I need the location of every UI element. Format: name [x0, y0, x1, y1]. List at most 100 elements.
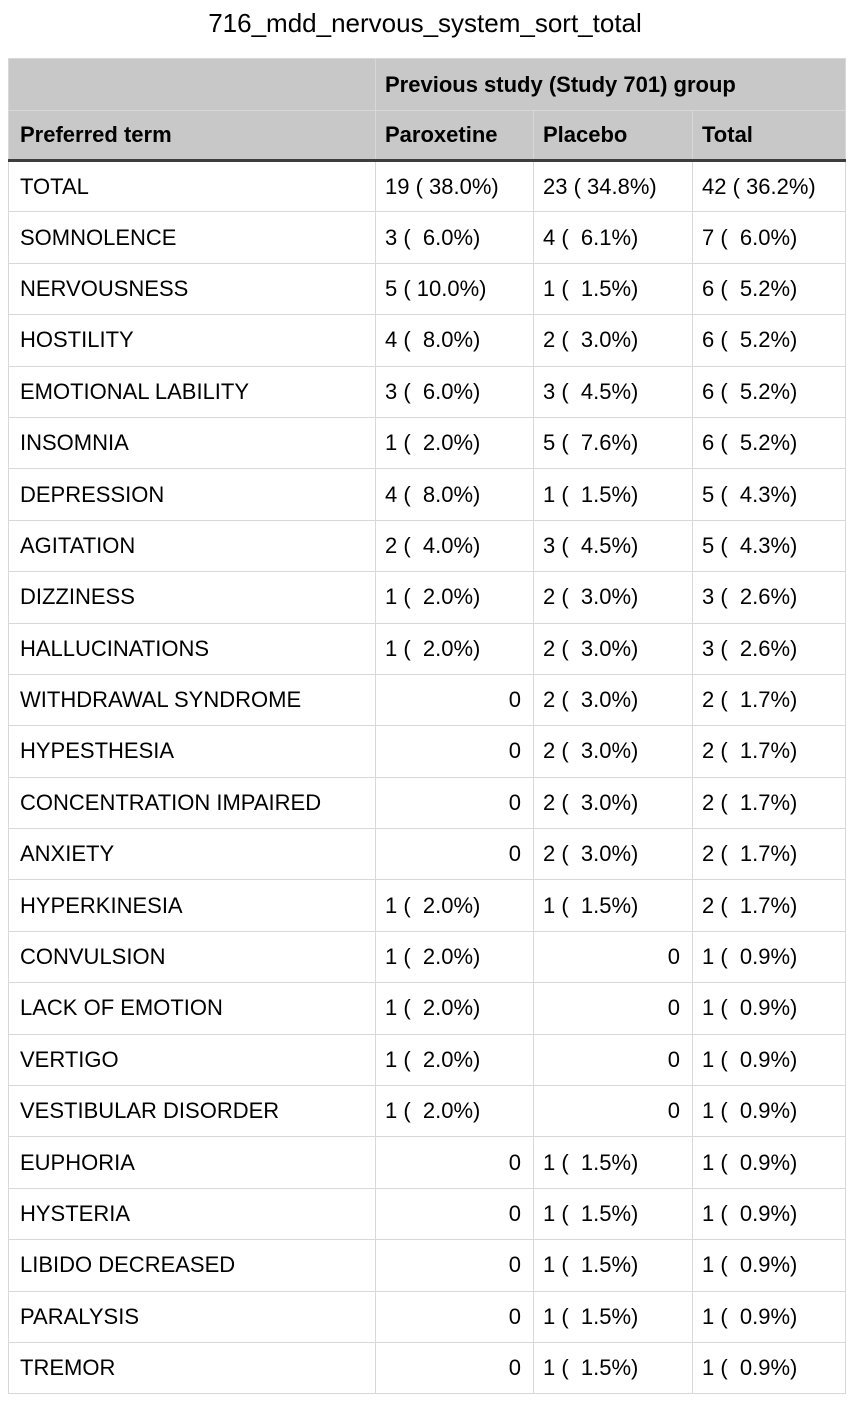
table-row: LACK OF EMOTION 1 ( 2.0%) 0 1 ( 0.9%) — [8, 982, 846, 1035]
table-row: INSOMNIA 1 ( 2.0%) 5 ( 7.6%) 6 ( 5.2%) — [8, 416, 846, 470]
count-cell: 2 ( 3.0%) — [533, 725, 693, 778]
count-cell: 0 — [375, 1341, 534, 1395]
count-cell: 6 ( 5.2%) — [692, 365, 846, 418]
table-row: VERTIGO 1 ( 2.0%) 0 1 ( 0.9%) — [8, 1033, 846, 1087]
table-row: SOMNOLENCE 3 ( 6.0%) 4 ( 6.1%) 7 ( 6.0%) — [8, 211, 846, 264]
table-row: CONCENTRATION IMPAIRED 0 2 ( 3.0%) 2 ( 1.7%… — [8, 776, 846, 830]
count-cell: 7 ( 6.0%) — [692, 211, 846, 264]
count-cell: 0 — [533, 1085, 693, 1138]
table-row: DEPRESSION 4 ( 8.0%) 1 ( 1.5%) 5 ( 4.3%) — [8, 468, 846, 521]
page-title: 716_mdd_nervous_system_sort_total — [208, 8, 642, 38]
count-cell: 4 ( 6.1%) — [533, 211, 693, 264]
table-row: ANXIETY 0 2 ( 3.0%) 2 ( 1.7%) — [8, 828, 846, 881]
table-row: TREMOR 0 1 ( 1.5%) 1 ( 0.9%) — [8, 1341, 846, 1395]
preferred-term-cell: LIBIDO DECREASED — [8, 1239, 376, 1292]
table-row: DIZZINESS 1 ( 2.0%) 2 ( 3.0%) 3 ( 2.6%) — [8, 571, 846, 624]
preferred-term-cell: TREMOR — [8, 1341, 376, 1395]
count-cell: 1 ( 0.9%) — [692, 1085, 846, 1138]
count-cell: 23 ( 34.8%) — [533, 159, 693, 213]
count-cell: 1 ( 2.0%) — [375, 930, 534, 984]
count-cell: 0 — [533, 1033, 693, 1087]
count-cell: 2 ( 3.0%) — [533, 571, 693, 624]
adverse-events-table: Previous study (Study 701) group Preferr… — [8, 58, 846, 1395]
table-row: WITHDRAWAL SYNDROME 0 2 ( 3.0%) 2 ( 1.7%) — [8, 673, 846, 727]
table-row: HOSTILITY 4 ( 8.0%) 2 ( 3.0%) 6 ( 5.2%) — [8, 314, 846, 367]
count-cell: 2 ( 1.7%) — [692, 879, 846, 932]
count-cell: 6 ( 5.2%) — [692, 416, 846, 470]
table-row: VESTIBULAR DISORDER 1 ( 2.0%) 0 1 ( 0.9%) — [8, 1085, 846, 1138]
count-cell: 2 ( 3.0%) — [533, 828, 693, 881]
count-cell: 2 ( 3.0%) — [533, 314, 693, 367]
preferred-term-cell: DEPRESSION — [8, 468, 376, 521]
count-cell: 2 ( 3.0%) — [533, 776, 693, 830]
count-cell: 5 ( 10.0%) — [375, 262, 534, 316]
count-cell: 2 ( 1.7%) — [692, 725, 846, 778]
group-header-cell: Previous study (Study 701) group — [375, 58, 846, 111]
count-cell: 0 — [375, 725, 534, 778]
column-header-placebo: Placebo — [533, 110, 693, 162]
count-cell: 2 ( 4.0%) — [375, 519, 534, 573]
preferred-term-cell: CONVULSION — [8, 930, 376, 984]
count-cell: 1 ( 1.5%) — [533, 262, 693, 316]
table-row: CONVULSION 1 ( 2.0%) 0 1 ( 0.9%) — [8, 930, 846, 984]
group-header-row: Previous study (Study 701) group — [8, 58, 846, 111]
count-cell: 0 — [375, 1136, 534, 1189]
count-cell: 2 ( 1.7%) — [692, 673, 846, 727]
count-cell: 6 ( 5.2%) — [692, 262, 846, 316]
table-row: HALLUCINATIONS 1 ( 2.0%) 2 ( 3.0%) 3 ( 2.6%… — [8, 622, 846, 675]
count-cell: 1 ( 0.9%) — [692, 982, 846, 1035]
count-cell: 1 ( 1.5%) — [533, 1187, 693, 1241]
preferred-term-cell: VESTIBULAR DISORDER — [8, 1085, 376, 1138]
table-header: Previous study (Study 701) group Preferr… — [8, 58, 846, 162]
preferred-term-cell: CONCENTRATION IMPAIRED — [8, 776, 376, 830]
count-cell: 0 — [375, 1187, 534, 1241]
count-cell: 2 ( 1.7%) — [692, 828, 846, 881]
preferred-term-cell: HOSTILITY — [8, 314, 376, 367]
count-cell: 5 ( 4.3%) — [692, 468, 846, 521]
table-row: TOTAL 19 ( 38.0%) 23 ( 34.8%) 42 ( 36.2%) — [8, 159, 846, 213]
preferred-term-cell: TOTAL — [8, 159, 376, 213]
blank-header-cell — [8, 58, 376, 111]
table-row: AGITATION 2 ( 4.0%) 3 ( 4.5%) 5 ( 4.3%) — [8, 519, 846, 573]
preferred-term-cell: DIZZINESS — [8, 571, 376, 624]
count-cell: 5 ( 4.3%) — [692, 519, 846, 573]
preferred-term-cell: HYPESTHESIA — [8, 725, 376, 778]
count-cell: 1 ( 0.9%) — [692, 1033, 846, 1087]
count-cell: 1 ( 1.5%) — [533, 468, 693, 521]
count-cell: 4 ( 8.0%) — [375, 468, 534, 521]
count-cell: 1 ( 2.0%) — [375, 1033, 534, 1087]
count-cell: 3 ( 4.5%) — [533, 365, 693, 418]
report-page: 716_mdd_nervous_system_sort_total Previo… — [8, 8, 846, 1395]
count-cell: 1 ( 0.9%) — [692, 930, 846, 984]
count-cell: 1 ( 2.0%) — [375, 982, 534, 1035]
count-cell: 42 ( 36.2%) — [692, 159, 846, 213]
count-cell: 1 ( 2.0%) — [375, 879, 534, 932]
count-cell: 1 ( 1.5%) — [533, 1341, 693, 1395]
table-row: PARALYSIS 0 1 ( 1.5%) 1 ( 0.9%) — [8, 1290, 846, 1343]
count-cell: 0 — [375, 673, 534, 727]
count-cell: 0 — [533, 982, 693, 1035]
count-cell: 5 ( 7.6%) — [533, 416, 693, 470]
table-row: HYPESTHESIA 0 2 ( 3.0%) 2 ( 1.7%) — [8, 725, 846, 778]
preferred-term-cell: ANXIETY — [8, 828, 376, 881]
preferred-term-cell: INSOMNIA — [8, 416, 376, 470]
preferred-term-cell: HYPERKINESIA — [8, 879, 376, 932]
count-cell: 0 — [375, 828, 534, 881]
table-body: TOTAL 19 ( 38.0%) 23 ( 34.8%) 42 ( 36.2%) SO… — [8, 159, 846, 1395]
preferred-term-cell: LACK OF EMOTION — [8, 982, 376, 1035]
table-row: LIBIDO DECREASED 0 1 ( 1.5%) 1 ( 0.9%) — [8, 1239, 846, 1292]
count-cell: 2 ( 1.7%) — [692, 776, 846, 830]
table-row: HYPERKINESIA 1 ( 2.0%) 1 ( 1.5%) 2 ( 1.7%) — [8, 879, 846, 932]
count-cell: 0 — [375, 776, 534, 830]
table-row: HYSTERIA 0 1 ( 1.5%) 1 ( 0.9%) — [8, 1187, 846, 1241]
count-cell: 2 ( 3.0%) — [533, 673, 693, 727]
count-cell: 0 — [375, 1239, 534, 1292]
count-cell: 1 ( 2.0%) — [375, 622, 534, 675]
count-cell: 3 ( 2.6%) — [692, 622, 846, 675]
count-cell: 6 ( 5.2%) — [692, 314, 846, 367]
preferred-term-cell: VERTIGO — [8, 1033, 376, 1087]
count-cell: 1 ( 1.5%) — [533, 1136, 693, 1189]
count-cell: 1 ( 2.0%) — [375, 1085, 534, 1138]
preferred-term-cell: PARALYSIS — [8, 1290, 376, 1343]
preferred-term-cell: EUPHORIA — [8, 1136, 376, 1189]
